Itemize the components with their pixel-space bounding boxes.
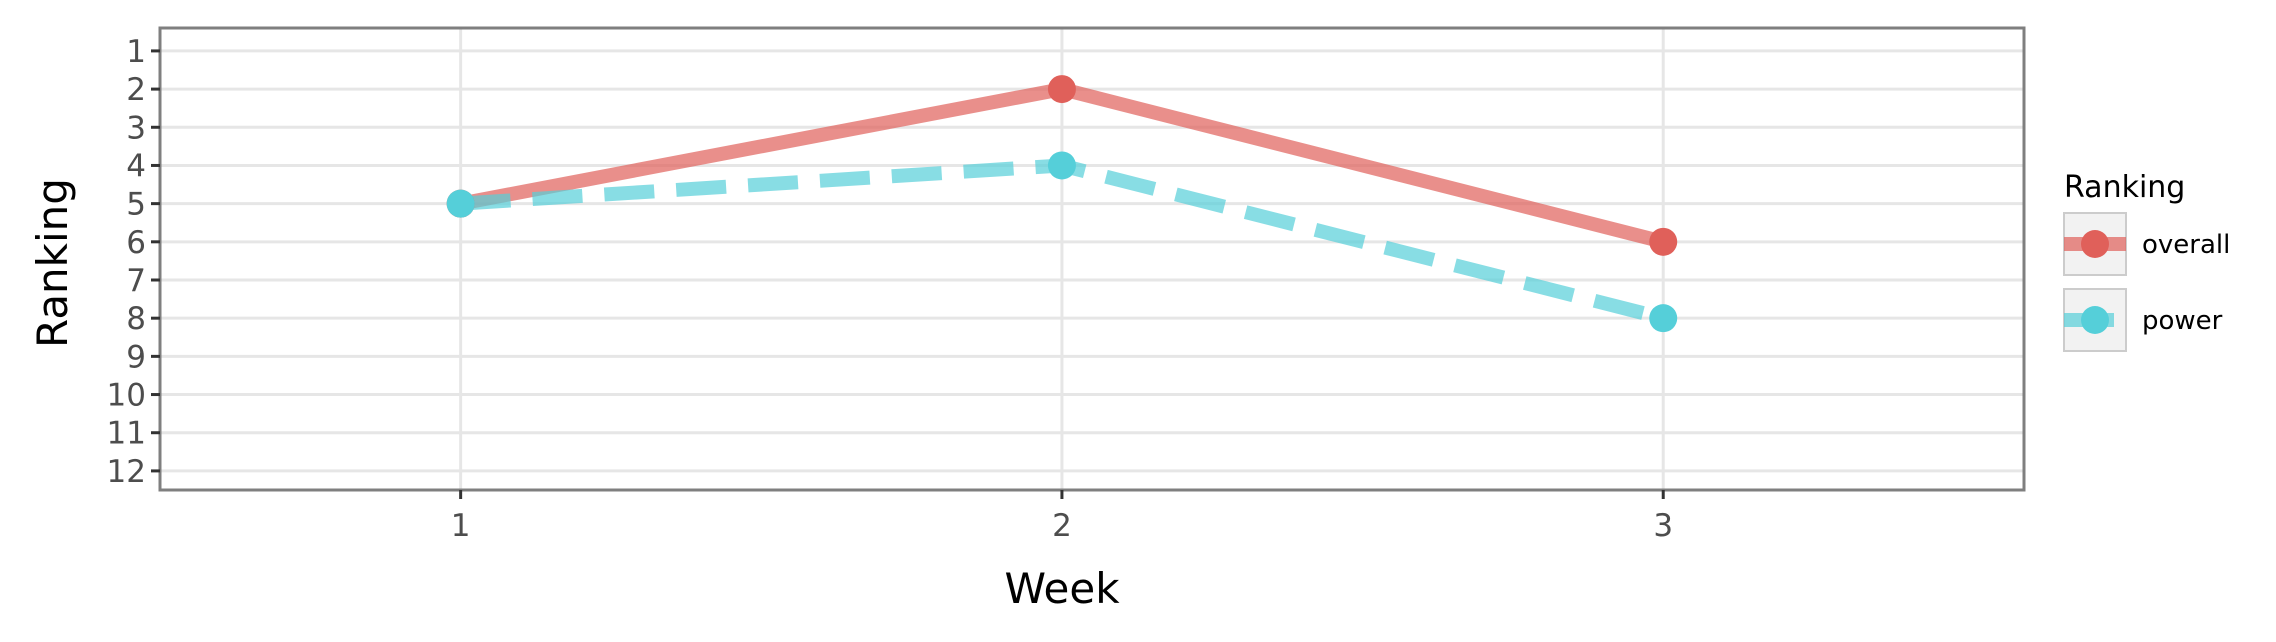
y-tick-label: 1 [126,34,146,70]
y-tick-label: 11 [107,416,146,452]
y-tick-label: 5 [126,187,146,223]
y-tick-label: 9 [126,339,146,375]
y-axis-title: Ranking [28,178,77,348]
legend-label-overall: overall [2142,230,2230,260]
legend: Ranking overall power [2063,170,2230,352]
x-tick-label: 1 [451,508,471,544]
legend-key-point-power [2081,306,2109,334]
data-point-power [1047,151,1076,180]
legend-title: Ranking [2064,170,2185,205]
x-tick-label: 2 [1052,508,1072,544]
x-tick-label: 3 [1653,508,1673,544]
grid-lines [160,28,2024,490]
x-axis-ticks: 1 2 3 [451,490,1673,544]
y-tick-label: 12 [107,454,146,490]
legend-label-power: power [2142,306,2223,336]
y-tick-label: 3 [126,110,146,146]
y-tick-label: 10 [107,378,146,414]
legend-key-point-overall [2081,230,2109,258]
y-tick-label: 7 [126,263,146,299]
plot-border [158,26,2026,492]
data-point-overall [1649,227,1678,256]
y-tick-label: 4 [126,148,146,184]
y-tick-label: 2 [126,72,146,108]
series-points [446,75,1678,333]
y-tick-label: 8 [126,301,146,337]
data-point-power [446,189,475,218]
y-tick-label: 6 [126,225,146,261]
data-point-overall [1047,75,1076,104]
plot-background [160,28,2024,490]
data-point-power [1649,304,1678,333]
x-axis-title: Week [1004,564,1120,613]
